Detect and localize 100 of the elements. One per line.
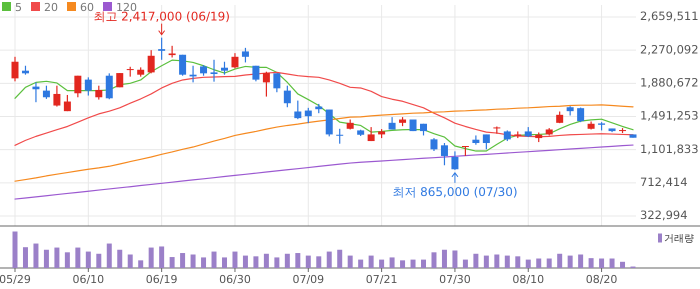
candlestick [64,94,71,112]
bar [54,248,60,268]
candlestick [399,116,406,127]
bar [515,256,520,268]
legend-label: 60 [80,1,94,14]
y-tick-label: 2,270,092 [640,42,699,56]
candlestick [368,126,375,142]
x-tick-label: 08/20 [586,272,618,286]
candlestick [168,45,176,58]
line-series [14,104,634,182]
bar [610,258,615,268]
candlestick [504,130,511,142]
line-series [14,144,634,200]
bar [148,248,154,268]
bar [442,250,447,268]
annotation: 최고 2,417,000 (06/19) [93,10,230,24]
x-tick-label: 07/21 [366,272,398,286]
candlestick [315,103,322,114]
bar [390,257,395,268]
bar [546,258,552,268]
bar [128,254,133,268]
bar [64,252,70,268]
bar [264,254,269,268]
bar [316,256,322,268]
bar [379,260,384,268]
bar [494,254,500,268]
candlestick [158,37,166,60]
bar [232,252,238,268]
candlestick [116,72,124,88]
candlestick [148,50,155,74]
candlestick [294,100,302,120]
bar [368,256,374,268]
candlestick [462,145,469,157]
y-tick-label: 712,414 [640,174,688,190]
candlestick [106,72,113,100]
annotation: 최저 865,000 (07/30) [392,184,518,199]
bar [410,260,416,268]
x-tick-label: 07/09 [292,272,324,286]
bar [190,254,196,268]
legend-label: 5 [15,1,22,14]
bar [620,262,626,268]
bar [75,248,80,268]
bar [431,252,436,268]
bar [400,260,406,268]
bar [284,254,290,268]
bar [22,247,28,268]
candlestick [577,106,584,123]
bar [106,244,112,268]
candlestick [179,54,186,76]
candlestick [84,76,92,96]
bar [242,256,248,268]
bar [201,257,206,268]
bar [295,253,300,268]
legend-label: 거래량 [664,234,694,244]
y-tick-label: 1,880,672 [640,75,699,90]
candlestick [336,128,344,144]
x-tick-label: 07/30 [439,272,471,286]
bar [222,257,227,268]
y-tick-label: 2,659,511 [640,9,699,24]
candlestick [126,66,134,78]
bar [96,254,102,268]
candlestick [566,106,574,116]
candlestick [32,82,40,103]
bar [159,246,164,268]
candlestick [95,85,102,100]
candlestick [53,85,60,108]
bar [180,253,186,268]
bar [253,256,258,268]
x-tick-label: 06/19 [146,272,178,286]
bar [86,252,91,268]
candlestick [12,56,18,82]
bar [421,260,426,268]
bar [526,260,531,268]
candlestick [200,64,208,76]
candlestick [451,150,458,170]
bar [12,232,18,268]
candlestick [388,116,396,130]
candlestick [440,142,448,166]
bar [462,260,468,268]
bar [578,254,584,268]
bar [212,252,217,268]
candlestick [524,126,532,138]
bar [557,254,562,268]
legend-label: 20 [44,1,58,14]
line-series [14,72,634,146]
bar [588,258,594,268]
bar [337,250,342,268]
bar [348,256,353,268]
candlestick [231,52,238,69]
y-tick-label: 1,491,253 [640,108,699,123]
y-tick-label: 322,994 [640,208,688,222]
candlestick [535,132,542,143]
x-tick-label: 06/10 [72,272,104,286]
candlestick [252,65,260,82]
x-tick-label: 06/30 [219,272,251,286]
bar [504,256,510,268]
candlestick [273,72,280,93]
bar [473,254,478,268]
candlestick [242,47,249,64]
candlestick [346,118,354,130]
